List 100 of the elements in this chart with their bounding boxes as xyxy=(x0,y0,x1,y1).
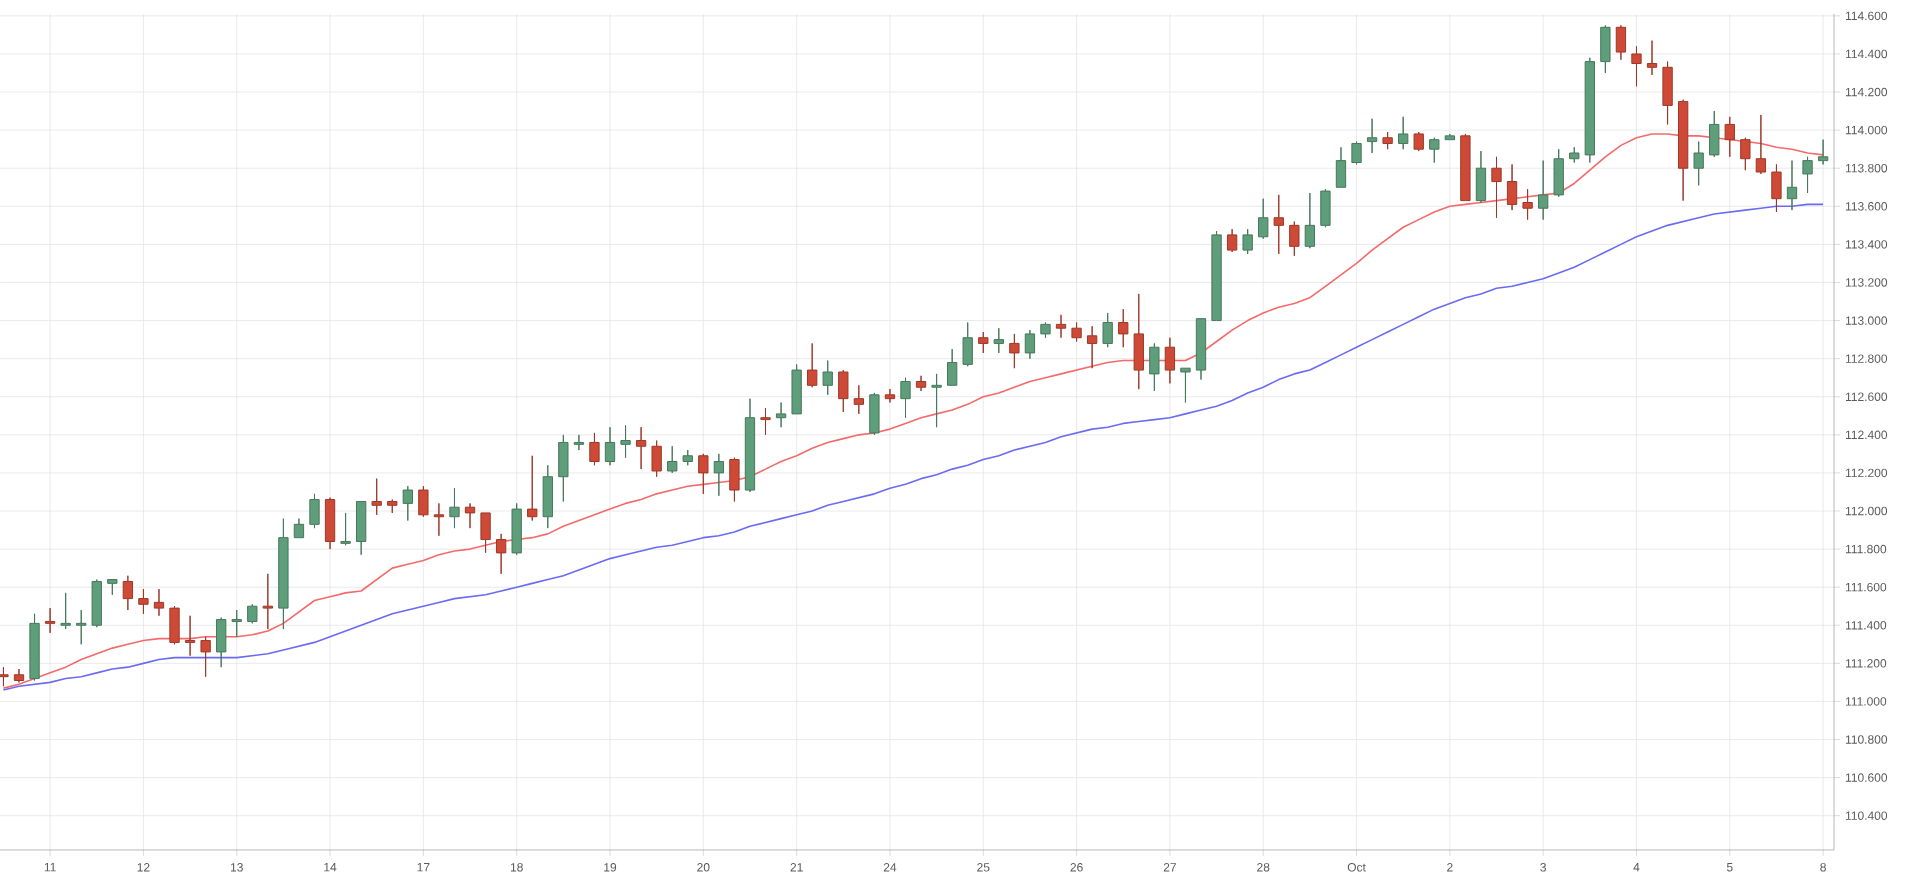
candlestick xyxy=(122,575,134,611)
candlestick xyxy=(1802,156,1813,194)
candlestick xyxy=(153,588,165,617)
candlestick xyxy=(682,449,693,466)
candlestick xyxy=(1055,314,1067,339)
candlestick xyxy=(1724,116,1735,158)
candlestick xyxy=(791,363,802,415)
candlestick xyxy=(1522,188,1533,221)
candlestick xyxy=(418,485,429,518)
candlestick xyxy=(44,607,56,634)
candlestick xyxy=(698,453,709,495)
candlestick xyxy=(1320,188,1331,228)
candlestick xyxy=(604,426,616,466)
candlestick xyxy=(480,512,491,554)
candlestick xyxy=(884,388,896,403)
candlestick xyxy=(1102,312,1113,348)
candlestick xyxy=(371,478,382,516)
candlestick xyxy=(744,398,756,493)
candlestick xyxy=(1429,137,1440,164)
candlestick xyxy=(29,613,40,681)
candlestick xyxy=(993,327,1004,354)
candlestick xyxy=(1335,146,1347,188)
candlestick xyxy=(340,512,351,546)
candlestick xyxy=(1677,99,1689,202)
candlestick xyxy=(13,668,25,683)
candlestick xyxy=(216,617,227,668)
candlestick xyxy=(573,434,585,451)
candlestick xyxy=(589,432,600,466)
candlestick xyxy=(1024,329,1036,360)
candlestick xyxy=(729,457,740,502)
candlestick xyxy=(542,464,553,529)
candlestick xyxy=(620,424,631,459)
candlestick xyxy=(946,348,958,386)
candlestick xyxy=(1180,367,1191,403)
candlestick xyxy=(1040,321,1051,339)
candlestick xyxy=(1740,137,1751,171)
candlestick xyxy=(1164,337,1176,384)
candlestick xyxy=(558,434,569,502)
candlestick xyxy=(138,588,149,615)
candlestick xyxy=(838,369,849,413)
candlestick xyxy=(1211,230,1222,322)
candlestick xyxy=(1460,133,1471,202)
candlestick xyxy=(433,502,445,537)
candlestick xyxy=(1786,160,1798,211)
candlestick xyxy=(1584,57,1595,164)
candlestick xyxy=(1258,198,1269,240)
candlestick xyxy=(1491,156,1502,219)
candlestick xyxy=(1273,194,1284,255)
candlestick xyxy=(1413,131,1424,152)
candlestick xyxy=(1195,318,1207,381)
candlestick xyxy=(184,615,196,657)
candlestick xyxy=(713,453,725,497)
candlestick xyxy=(309,493,320,529)
candlestick xyxy=(511,502,522,556)
candlestick xyxy=(1755,114,1767,175)
candlestick xyxy=(278,518,289,630)
candlestick xyxy=(293,518,305,539)
candlestick xyxy=(495,533,507,575)
candlestick xyxy=(1086,325,1098,369)
candlestick xyxy=(760,407,771,436)
candlestick xyxy=(915,375,927,392)
candlestick xyxy=(1149,342,1160,392)
candlestick xyxy=(1600,24,1611,74)
candlestick xyxy=(402,485,413,522)
candlestick xyxy=(1242,228,1253,255)
candlestick xyxy=(1133,293,1144,390)
candlestick xyxy=(449,487,460,529)
candlestick xyxy=(1071,321,1082,343)
candlestick xyxy=(1569,146,1580,164)
candlestick xyxy=(1366,118,1378,154)
candlestick xyxy=(1009,333,1020,369)
candlestick xyxy=(1398,116,1409,150)
candlestick xyxy=(1351,141,1362,165)
candlestick xyxy=(1646,40,1658,76)
candlestick xyxy=(1631,45,1642,87)
candlestick xyxy=(0,666,9,687)
candlestick xyxy=(324,497,336,550)
candlestick xyxy=(1475,150,1487,204)
candlestick xyxy=(91,579,102,628)
candlestick xyxy=(1304,192,1316,249)
candlestick xyxy=(169,605,180,645)
candlestick xyxy=(527,455,538,522)
candlestick xyxy=(1693,141,1704,186)
candlestick xyxy=(1553,148,1564,198)
candlestick xyxy=(1771,163,1782,213)
candlestick xyxy=(387,499,398,514)
candlestick xyxy=(822,360,833,396)
candlestick xyxy=(200,636,211,678)
candlestick xyxy=(60,592,71,630)
candlestick xyxy=(635,426,647,470)
candlestick xyxy=(978,331,989,354)
candlestick xyxy=(1817,139,1829,165)
candlestick xyxy=(900,377,911,419)
candlestick xyxy=(1615,24,1627,61)
candlestick xyxy=(931,373,942,428)
candlestick xyxy=(1382,131,1393,150)
candlestick xyxy=(775,401,787,428)
candlestick xyxy=(1289,221,1300,257)
candlestick xyxy=(262,573,273,630)
candlestick xyxy=(1444,133,1456,141)
